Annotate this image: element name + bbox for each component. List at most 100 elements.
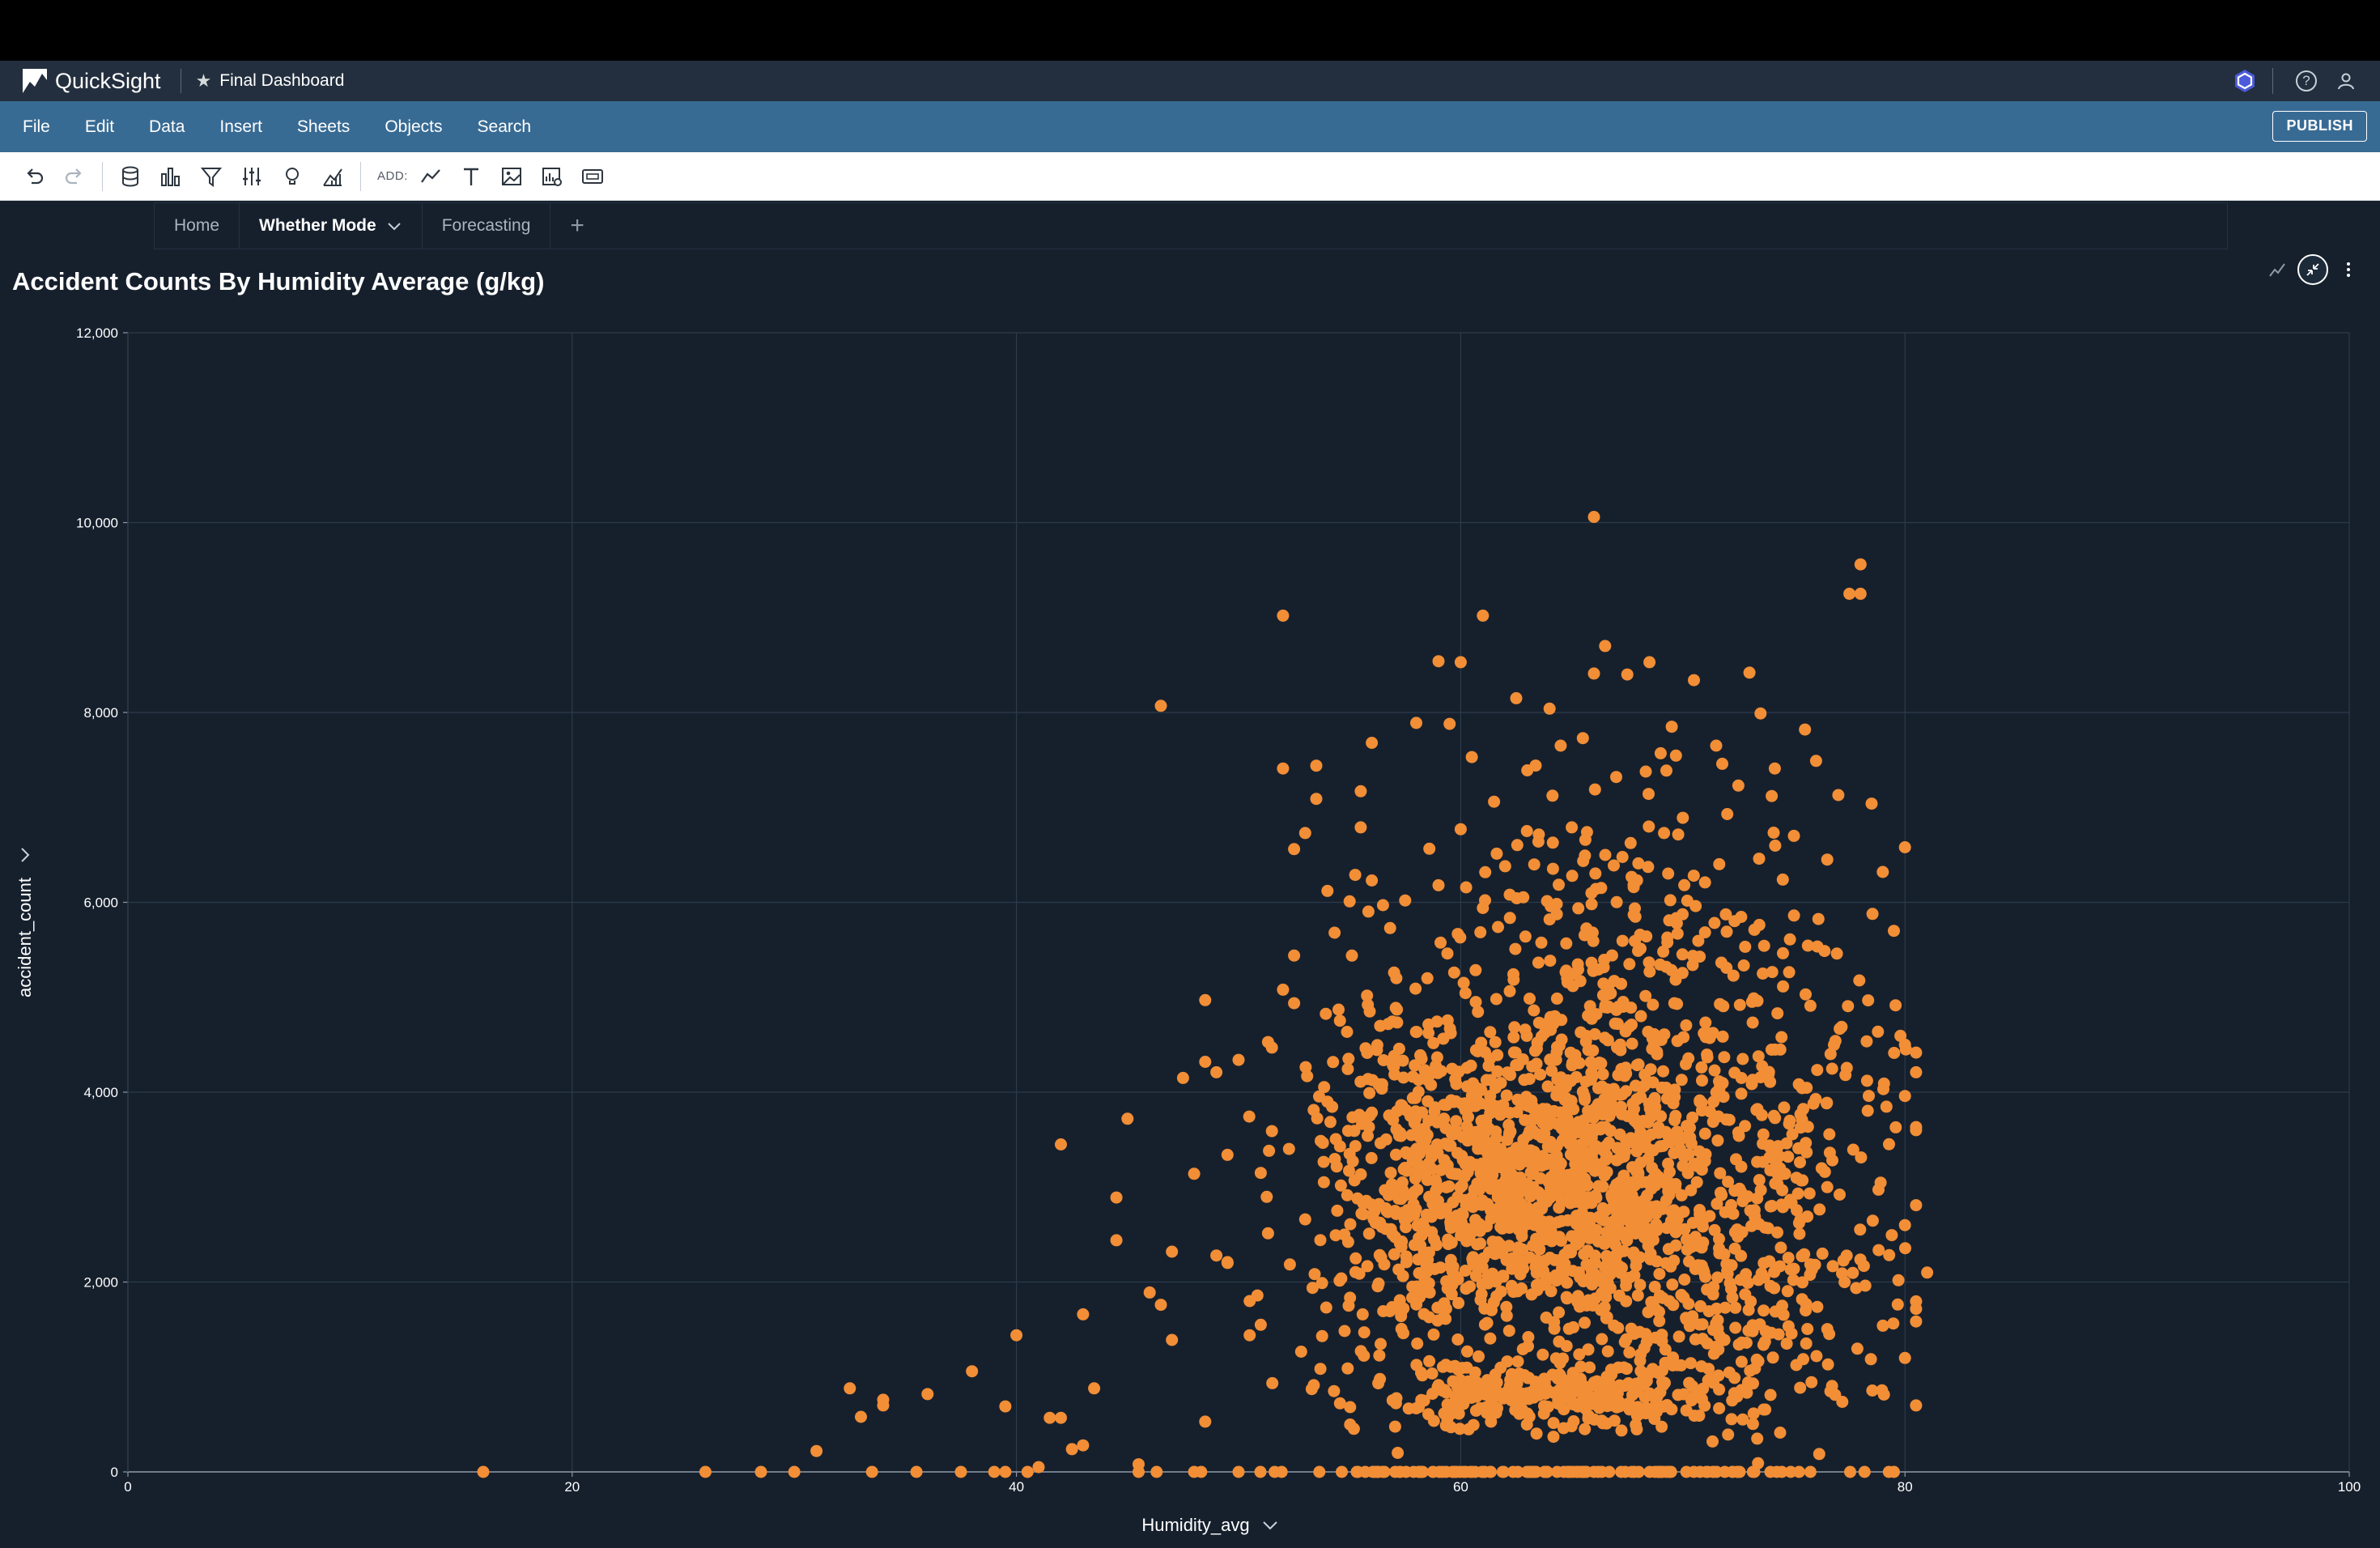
data-point[interactable]: [1365, 1151, 1378, 1164]
data-point[interactable]: [1469, 1099, 1481, 1112]
data-point[interactable]: [1554, 739, 1567, 752]
data-point[interactable]: [921, 1388, 934, 1401]
data-point[interactable]: [1485, 1161, 1498, 1174]
data-point[interactable]: [1664, 1092, 1677, 1104]
data-point[interactable]: [1755, 1108, 1768, 1121]
y-axis-title[interactable]: accident_count: [15, 878, 35, 997]
data-point[interactable]: [1713, 857, 1726, 870]
data-point[interactable]: [1754, 1184, 1767, 1197]
data-point[interactable]: [1277, 609, 1290, 622]
data-point[interactable]: [1754, 707, 1767, 720]
data-point[interactable]: [1460, 881, 1473, 894]
data-point[interactable]: [1394, 1127, 1407, 1139]
data-point[interactable]: [1333, 1014, 1346, 1027]
data-point[interactable]: [1536, 1380, 1548, 1393]
data-point[interactable]: [1865, 797, 1878, 810]
data-point[interactable]: [1422, 1027, 1435, 1040]
data-point[interactable]: [999, 1465, 1012, 1478]
data-point[interactable]: [1658, 827, 1671, 840]
data-point[interactable]: [1834, 1189, 1846, 1201]
data-point[interactable]: [1477, 609, 1490, 622]
data-point[interactable]: [1809, 1093, 1822, 1105]
data-point[interactable]: [1600, 1091, 1613, 1104]
data-point[interactable]: [1742, 1324, 1755, 1337]
data-point[interactable]: [1792, 1465, 1805, 1478]
data-point[interactable]: [1199, 1056, 1212, 1068]
data-point[interactable]: [1477, 902, 1490, 914]
data-point[interactable]: [1891, 1298, 1904, 1311]
data-point[interactable]: [1630, 1145, 1643, 1158]
data-point[interactable]: [1777, 1308, 1790, 1321]
data-point[interactable]: [1500, 1300, 1513, 1313]
data-point[interactable]: [1610, 1401, 1623, 1414]
data-point[interactable]: [1784, 1465, 1797, 1478]
data-point[interactable]: [1341, 1362, 1354, 1375]
data-point[interactable]: [1232, 1053, 1245, 1066]
data-point[interactable]: [1722, 1428, 1735, 1441]
data-point[interactable]: [1685, 1138, 1698, 1150]
data-point[interactable]: [1741, 1190, 1754, 1203]
data-point[interactable]: [1620, 1279, 1633, 1292]
data-point[interactable]: [1475, 1083, 1488, 1096]
data-point[interactable]: [1798, 1248, 1811, 1261]
data-point[interactable]: [1630, 1204, 1643, 1217]
data-point[interactable]: [1524, 1166, 1537, 1179]
data-point[interactable]: [1537, 1407, 1550, 1420]
data-point[interactable]: [1823, 1146, 1836, 1159]
data-point[interactable]: [1586, 1070, 1599, 1082]
data-point[interactable]: [1662, 867, 1675, 880]
data-point[interactable]: [1660, 764, 1672, 777]
data-point[interactable]: [1260, 1190, 1273, 1203]
data-point[interactable]: [1351, 1465, 1364, 1478]
data-point[interactable]: [1524, 993, 1536, 1005]
data-point[interactable]: [1732, 1129, 1745, 1142]
data-point[interactable]: [1544, 1252, 1557, 1264]
data-point[interactable]: [1459, 1097, 1472, 1110]
data-point[interactable]: [1321, 1095, 1334, 1108]
data-point[interactable]: [1288, 997, 1301, 1010]
data-point[interactable]: [1497, 1269, 1509, 1282]
data-point[interactable]: [1764, 1465, 1777, 1478]
data-point[interactable]: [1732, 1231, 1745, 1243]
data-point[interactable]: [1321, 884, 1334, 897]
data-point[interactable]: [1243, 1110, 1256, 1123]
data-point[interactable]: [844, 1382, 856, 1395]
data-point[interactable]: [1587, 1376, 1600, 1389]
data-point[interactable]: [1564, 1046, 1577, 1059]
data-point[interactable]: [1404, 1109, 1417, 1122]
data-point[interactable]: [1735, 1087, 1748, 1100]
data-point[interactable]: [1668, 1204, 1681, 1217]
data-point[interactable]: [1613, 1088, 1626, 1101]
data-point[interactable]: [1816, 1247, 1829, 1260]
data-point[interactable]: [1608, 1319, 1621, 1332]
data-point[interactable]: [1366, 737, 1379, 749]
data-point[interactable]: [1832, 789, 1845, 802]
data-point[interactable]: [1476, 1142, 1489, 1155]
data-point[interactable]: [1371, 1039, 1383, 1052]
data-point[interactable]: [1617, 1150, 1630, 1163]
data-point[interactable]: [1661, 931, 1674, 944]
data-point[interactable]: [1748, 1465, 1761, 1478]
data-point[interactable]: [1507, 973, 1520, 986]
data-point[interactable]: [1610, 895, 1623, 908]
data-point[interactable]: [1392, 1447, 1405, 1459]
data-point[interactable]: [1510, 1059, 1523, 1071]
data-point[interactable]: [1654, 958, 1667, 971]
data-point[interactable]: [1298, 827, 1311, 840]
data-point[interactable]: [1876, 1319, 1889, 1332]
data-point[interactable]: [1847, 1143, 1859, 1156]
data-point[interactable]: [1400, 1146, 1413, 1159]
data-point[interactable]: [1889, 1121, 1902, 1133]
data-point[interactable]: [1804, 999, 1817, 1012]
data-point[interactable]: [1668, 997, 1681, 1010]
data-point[interactable]: [1589, 1189, 1602, 1202]
data-point[interactable]: [1541, 895, 1553, 908]
data-point[interactable]: [1620, 1067, 1633, 1080]
data-point[interactable]: [1682, 1298, 1695, 1310]
data-point[interactable]: [1787, 1274, 1800, 1286]
data-point[interactable]: [1065, 1443, 1078, 1456]
data-point[interactable]: [1503, 1126, 1516, 1138]
data-point[interactable]: [1579, 1402, 1592, 1415]
data-point[interactable]: [1628, 1103, 1640, 1116]
data-point[interactable]: [1859, 1279, 1872, 1292]
